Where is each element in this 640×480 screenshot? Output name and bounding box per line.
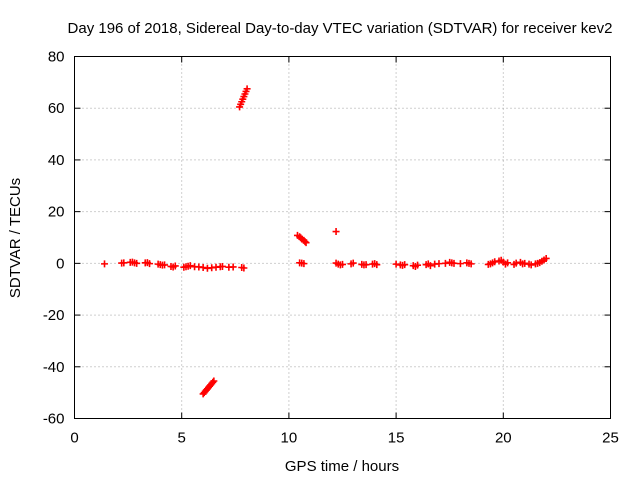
data-point (240, 264, 248, 272)
data-point (456, 260, 464, 268)
x-tick-label: 0 (70, 430, 78, 447)
axis-ticks (74, 56, 611, 419)
x-tick-label: 15 (388, 430, 405, 447)
y-tick-labels: -60 -40 -20 0 20 40 60 80 (43, 49, 65, 428)
data-point (218, 262, 226, 270)
data-point (504, 259, 512, 267)
data-point (441, 259, 449, 267)
data-point (302, 239, 310, 247)
x-tick-labels: 0 5 10 15 20 25 (70, 430, 619, 447)
data-point (332, 228, 340, 236)
data-point (426, 262, 434, 270)
data-point (229, 263, 237, 271)
y-tick-label: -20 (43, 307, 65, 324)
plot-frame (74, 56, 611, 419)
data-point (339, 260, 346, 268)
data-point (120, 259, 128, 267)
x-tick-label: 25 (602, 430, 619, 447)
data-point (133, 259, 141, 267)
data-point (101, 260, 109, 268)
data-point (301, 238, 309, 246)
data-point (146, 260, 154, 268)
data-point (243, 85, 251, 93)
data-point (171, 262, 179, 270)
data-point (362, 261, 370, 269)
y-tick-label: 20 (48, 204, 65, 221)
data-point (300, 260, 308, 268)
data-point (527, 261, 535, 269)
x-tick-label: 10 (281, 430, 298, 447)
x-axis-label: GPS time / hours (285, 458, 399, 475)
chart-title: Day 196 of 2018, Sidereal Day-to-day VTE… (68, 20, 613, 37)
x-tick-label: 20 (495, 430, 512, 447)
data-point (542, 254, 550, 262)
y-tick-label: 0 (56, 255, 64, 272)
y-tick-label: -40 (43, 359, 65, 376)
data-point (210, 377, 218, 385)
data-point (401, 261, 409, 269)
y-tick-label: 80 (48, 49, 65, 66)
y-tick-label: 60 (48, 100, 65, 117)
grid-lines (74, 56, 611, 419)
data-point (450, 259, 458, 267)
data-points (101, 85, 550, 398)
data-point (435, 260, 443, 268)
data-point (209, 378, 217, 386)
data-point (186, 262, 194, 270)
y-tick-label: -60 (43, 411, 65, 428)
y-axis-label: SDTVAR / TECUs (7, 178, 24, 298)
data-point (414, 261, 422, 269)
x-tick-label: 5 (178, 430, 186, 447)
data-point (467, 260, 475, 268)
y-tick-label: 40 (48, 152, 65, 169)
data-point (349, 259, 357, 267)
data-point (373, 261, 381, 269)
data-point (161, 261, 169, 269)
